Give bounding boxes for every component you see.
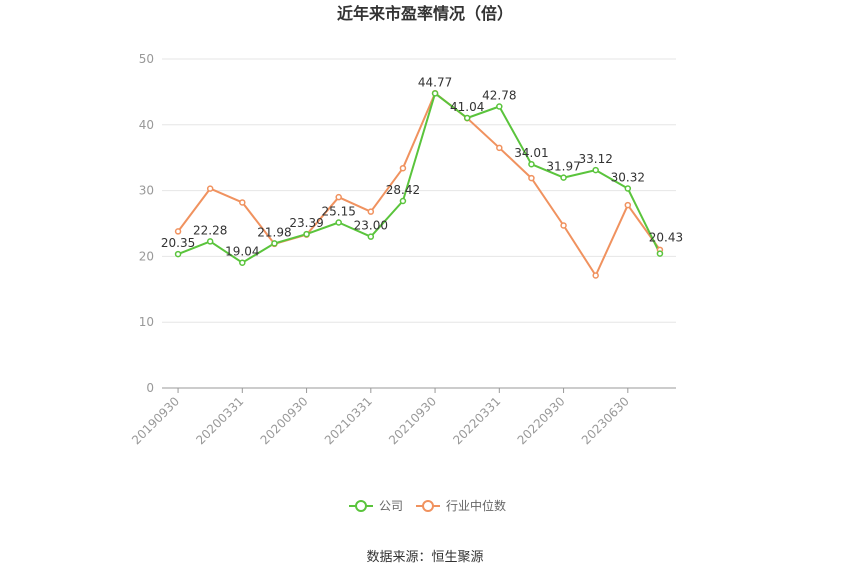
data-label: 41.04 (450, 100, 484, 114)
data-point[interactable] (399, 164, 407, 172)
data-label: 22.28 (193, 223, 227, 237)
data-point[interactable] (206, 238, 214, 245)
data-point[interactable] (463, 114, 471, 122)
data-point[interactable] (174, 250, 182, 258)
data-label: 31.97 (546, 160, 580, 174)
legend-item[interactable]: 行业中位数 (416, 498, 506, 513)
data-point[interactable] (624, 201, 632, 209)
y-axis: 0 10 20 30 40 50 (139, 52, 154, 395)
data-label: 21.98 (257, 225, 291, 239)
data-label: 23.39 (289, 216, 323, 230)
x-tick-label: 20190930 (129, 394, 182, 447)
data-label: 23.00 (354, 219, 388, 233)
y-tick-label: 50 (139, 52, 154, 66)
x-tick-label: 20230630 (579, 394, 632, 447)
data-label: 20.35 (161, 236, 195, 250)
data-point[interactable] (335, 193, 342, 201)
legend-label: 公司 (379, 499, 403, 513)
data-point[interactable] (560, 222, 567, 229)
x-tick-label: 20210930 (386, 394, 439, 447)
y-tick-label: 40 (139, 118, 154, 132)
legend-label: 行业中位数 (446, 498, 506, 513)
data-label: 19.04 (225, 245, 259, 259)
y-tick-label: 10 (139, 315, 154, 329)
legend-item[interactable]: 公司 (349, 499, 403, 513)
data-label: 42.78 (482, 89, 516, 103)
y-tick-label: 30 (139, 184, 154, 198)
data-point[interactable] (399, 197, 407, 205)
legend-marker (422, 500, 434, 512)
data-point[interactable] (592, 272, 599, 279)
data-point[interactable] (239, 199, 246, 206)
data-point[interactable] (367, 208, 375, 215)
series-line (177, 92, 661, 264)
data-label: 44.77 (418, 75, 452, 89)
data-point[interactable] (239, 259, 246, 266)
data-point[interactable] (624, 185, 632, 192)
data-point[interactable] (431, 90, 439, 97)
source-note: 数据来源：恒生聚源 (366, 550, 483, 565)
data-label: 30.32 (611, 170, 645, 184)
data-label: 34.01 (514, 146, 548, 160)
legend-marker (355, 500, 367, 512)
data-point[interactable] (560, 174, 567, 181)
x-tick-label: 20220331 (450, 394, 503, 447)
data-label: 28.42 (386, 183, 420, 197)
data-label: 25.15 (322, 205, 356, 219)
series-layer (174, 89, 664, 279)
data-point[interactable] (174, 228, 182, 235)
y-tick-label: 20 (139, 249, 154, 263)
data-point[interactable] (303, 230, 310, 238)
grid-lines (162, 58, 676, 323)
data-label: 33.12 (579, 152, 613, 166)
x-axis: 20190930 20200331 20200930 20210331 20210930… (129, 387, 676, 447)
data-point[interactable] (496, 103, 503, 110)
data-point[interactable] (271, 240, 278, 247)
x-tick-label: 20200331 (193, 394, 246, 447)
data-point[interactable] (496, 144, 503, 152)
data-point[interactable] (367, 233, 375, 240)
chart-title: 近年来市盈率情况（倍） (337, 4, 513, 23)
x-tick-label: 20200930 (258, 394, 311, 447)
y-tick-label: 0 (146, 381, 154, 395)
x-tick-label: 20220930 (515, 394, 568, 447)
data-point[interactable] (592, 166, 599, 174)
data-point[interactable] (528, 160, 535, 168)
data-point[interactable] (528, 174, 535, 182)
data-point[interactable] (656, 250, 664, 257)
series-line (177, 92, 661, 277)
data-label: 20.43 (649, 231, 683, 245)
x-tick-label: 20210331 (322, 394, 375, 447)
data-point[interactable] (206, 185, 214, 192)
data-point[interactable] (335, 219, 342, 226)
legend[interactable]: 公司 行业中位数 (349, 498, 506, 513)
